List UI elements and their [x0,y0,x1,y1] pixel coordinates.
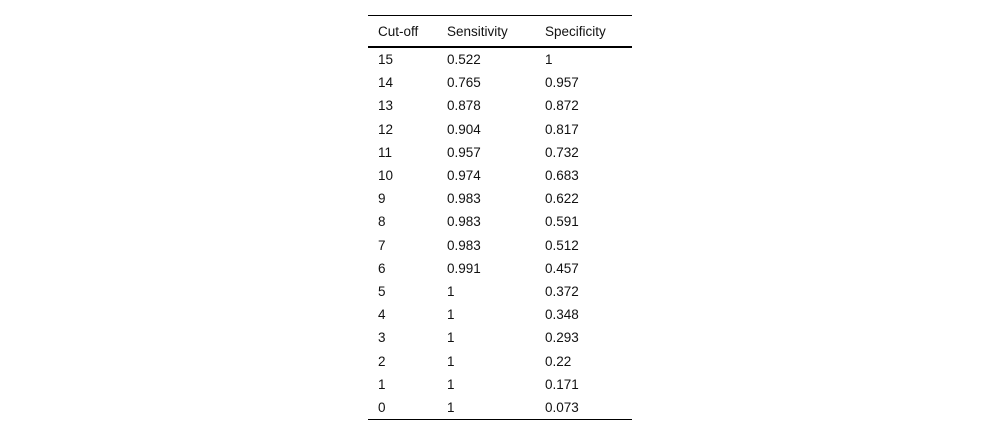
table-cell: 10 [378,168,394,184]
table-cell: 0.512 [545,237,579,253]
table-row: 15 0.522 1 [368,47,632,71]
table-row: 9 0.983 0.622 [368,187,632,210]
table-cell: 8 [378,214,386,230]
table-row: 6 0.991 0.457 [368,257,632,280]
table-cell: 0.983 [447,214,481,230]
table-cell: 7 [378,237,386,253]
table-cell: 0.765 [447,75,481,91]
table-row: 7 0.983 0.512 [368,234,632,257]
table-cell: 1 [447,307,455,323]
table-cell: 1 [447,399,455,415]
table-cell: 0.957 [545,75,579,91]
table-cell: 1 [447,376,455,392]
table-cell: 0.878 [447,98,481,114]
table-cell: 0.522 [447,52,481,68]
table-row: 4 1 0.348 [368,303,632,326]
table-cell: 0.991 [447,260,481,276]
table-cell: 0.817 [545,121,579,137]
table-row: 10 0.974 0.683 [368,164,632,187]
table-row: 13 0.878 0.872 [368,94,632,117]
table-cell: 0 [378,399,386,415]
table-cell: 0.983 [447,237,481,253]
table-cell: 0.293 [545,330,579,346]
table-cell: 6 [378,260,386,276]
table-cell: 15 [378,52,394,68]
table-row: 11 0.957 0.732 [368,141,632,164]
table-cell: 4 [378,307,386,323]
table-cell: 0.683 [545,168,579,184]
table-row: 14 0.765 0.957 [368,71,632,94]
table-cell: 0.348 [545,307,579,323]
table-cell: 0.622 [545,191,579,207]
table-row: 2 1 0.22 [368,349,632,372]
cutoff-sensitivity-specificity-table: Cut-off Sensitivity Specificity 15 0.522 1… [368,15,632,420]
table-cell: 2 [378,353,386,369]
table-cell: 5 [378,283,386,299]
table-cell: 3 [378,330,386,346]
table-header: Cut-off Sensitivity Specificity [368,15,632,48]
table-cell: 0.904 [447,121,481,137]
table-cell: 13 [378,98,394,114]
table-cell: 0.872 [545,98,579,114]
table-cell: 0.372 [545,283,579,299]
column-header-specificity: Specificity [535,15,632,48]
table-cell: 1 [447,353,455,369]
table-cell: 0.983 [447,191,481,207]
table-cell: 0.457 [545,260,579,276]
table-cell: 14 [378,75,394,91]
table-cell: 0.073 [545,399,579,415]
table-row: 12 0.904 0.817 [368,118,632,141]
table-cell: 1 [378,376,386,392]
column-header-cutoff: Cut-off [368,15,437,48]
table-cell: 11 [378,144,393,160]
table-cell: 0.591 [545,214,579,230]
table-cell: 1 [447,330,455,346]
table-row: 1 1 0.171 [368,373,632,396]
table-row: 5 1 0.372 [368,280,632,303]
table-cell: 0.957 [447,144,481,160]
table-cell: 1 [545,52,553,68]
column-header-sensitivity: Sensitivity [437,15,535,48]
table-row: 3 1 0.293 [368,326,632,349]
table-cell: 12 [378,121,394,137]
table-cell: 0.22 [545,353,572,369]
table-body: 15 0.522 1 14 0.765 0.957 13 0.878 0.872 12 0.904 0… [368,47,632,420]
table-cell: 0.974 [447,168,481,184]
table-row: 8 0.983 0.591 [368,210,632,233]
table-cell: 9 [378,191,386,207]
table-cell: 0.732 [545,144,579,160]
cutoff-table-container: Cut-off Sensitivity Specificity 15 0.522 1… [368,15,632,420]
table-cell: 0.171 [545,376,579,392]
table-row: 0 1 0.073 [368,396,632,420]
table-cell: 1 [447,283,455,299]
table-header-row: Cut-off Sensitivity Specificity [368,15,632,48]
